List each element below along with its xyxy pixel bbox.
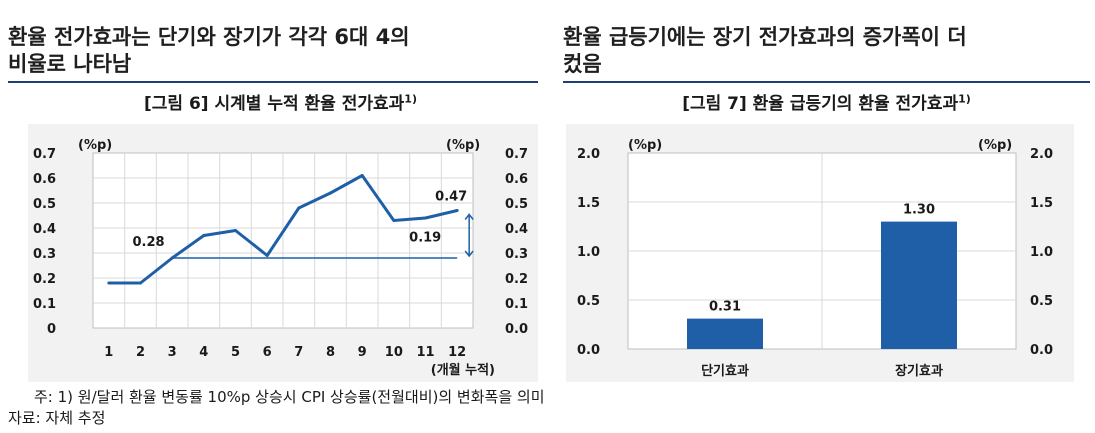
- figure7-left-tick: 2.0: [577, 147, 600, 162]
- figure6-data-point: [170, 256, 174, 260]
- figure6-title: [그림 6] 시계별 누적 환율 전가효과1): [8, 89, 553, 114]
- footnote-source: 자료: 자체 추정: [8, 409, 106, 427]
- figure6-left-unit: (%p): [78, 138, 112, 153]
- figure6-series-line: [108, 174, 458, 285]
- figure6-right-tick: 0.5: [505, 197, 528, 212]
- figure6-data-point: [139, 281, 142, 285]
- figure6-x-tick: 2: [136, 345, 145, 360]
- figure6-title-sup: 1): [404, 92, 417, 106]
- figure7-right-tick: 1.0: [1030, 245, 1053, 260]
- figure6-x-tick: 12: [448, 345, 466, 360]
- figure6-left-tick: 0.4: [33, 222, 56, 237]
- figure6-panel: (%p) (%p) (개월 누적) 0.7 0.6 0.5 0.4 0.3 0.2 0.1 0…: [28, 124, 538, 382]
- figure6-x-tick: 6: [263, 345, 272, 360]
- figure7-title: [그림 7] 환율 급등기의 환율 전가효과1): [563, 89, 1090, 114]
- right-headline: 환율 급등기에는 장기 전가효과의 증가폭이 더 컸음: [563, 24, 967, 78]
- figure7-right-tick: 2.0: [1030, 147, 1053, 162]
- left-divider-rule: [8, 81, 538, 83]
- figure7-right-tick: 0.0: [1030, 343, 1053, 358]
- figure6-data-point: [455, 209, 459, 212]
- figure6-data-point: [424, 216, 427, 220]
- figure6-x-tick: 5: [231, 345, 240, 360]
- figure6-x-unit: (개월 누적): [431, 362, 495, 378]
- figure7-data-label: 1.30: [903, 203, 935, 218]
- figure7-data-label: 0.31: [709, 300, 741, 315]
- figure6-x-tick: 9: [358, 345, 367, 360]
- right-divider-rule: [563, 81, 1090, 83]
- figure7-right-tick: 1.5: [1030, 196, 1053, 211]
- figure6-data-point: [329, 191, 332, 195]
- figure6-x-tick: 3: [168, 345, 177, 360]
- figure6-right-tick: 0.3: [505, 247, 528, 262]
- figure7-category-label: 단기효과: [701, 363, 749, 379]
- figure7-left-tick: 1.5: [577, 196, 600, 211]
- figure7-right-unit: (%p): [978, 138, 1012, 153]
- figure6-data-point: [265, 254, 269, 257]
- figure6-left-tick: 0.5: [33, 197, 56, 212]
- figure6-right-tick: 0.6: [505, 172, 528, 187]
- figure6-left-tick: 0.2: [33, 272, 56, 287]
- figure7-category-label: 장기효과: [895, 363, 943, 379]
- figure6-right-tick: 0.2: [505, 272, 528, 287]
- figure6-right-tick: 0.7: [505, 147, 528, 162]
- figure6-right-tick: 0.1: [505, 297, 528, 312]
- figure6-x-tick: 10: [385, 345, 403, 360]
- left-headline: 환율 전가효과는 단기와 장기가 각각 6대 4의 비율로 나타남: [8, 24, 410, 78]
- figure6-label-019: 0.19: [409, 230, 441, 245]
- figure7-panel: (%p) (%p) 2.0 1.5 1.0 0.5 0.0 2.0 1.5 1.0 0.5 0.…: [566, 124, 1074, 382]
- figure6-left-tick: 0.3: [33, 247, 56, 262]
- figure6-data-point: [107, 281, 111, 285]
- figure6-label-047: 0.47: [435, 190, 467, 205]
- figure6-left-tick: 0.6: [33, 172, 56, 187]
- figure7-bar: [881, 221, 957, 349]
- figure6-right-tick: 0.4: [505, 222, 528, 237]
- figure7-title-text: [그림 7] 환율 급등기의 환율 전가효과: [682, 94, 959, 114]
- figure6-x-tick: 11: [416, 345, 434, 360]
- figure6-right-unit: (%p): [446, 138, 480, 153]
- figure6-left-tick: 0.7: [33, 147, 56, 162]
- right-headline-line1: 환율 급등기에는 장기 전가효과의 증가폭이 더: [563, 25, 967, 49]
- figure7-right-tick: 0.5: [1030, 294, 1053, 309]
- figure7-bar: [687, 318, 763, 349]
- figure6-left-tick: 0.1: [33, 297, 56, 312]
- figure6-chart: (%p) (%p) (개월 누적) 0.7 0.6 0.5 0.4 0.3 0.2 0.1 0…: [33, 138, 528, 378]
- figure6-x-tick: 7: [294, 345, 303, 360]
- figure6-data-point: [297, 206, 301, 210]
- footnote-note: 주: 1) 원/달러 환율 변동률 10%p 상승시 CPI 상승률(전월대비)…: [34, 388, 545, 406]
- figure6-arrow-head-top: [464, 213, 474, 220]
- figure6-data-point: [234, 229, 237, 232]
- figure7-left-unit: (%p): [628, 138, 662, 153]
- figure6-arrow-head-bottom: [464, 250, 474, 258]
- figure7-title-sup: 1): [958, 92, 971, 106]
- figure6-label-028: 0.28: [133, 235, 165, 250]
- right-headline-line2: 컸음: [563, 52, 602, 76]
- figure7-left-tick: 1.0: [577, 245, 600, 260]
- figure6-right-tick: 0.0: [505, 322, 528, 337]
- figure7-chart: (%p) (%p) 2.0 1.5 1.0 0.5 0.0 2.0 1.5 1.0 0.5 0.…: [577, 138, 1053, 379]
- figure6-x-tick: 1: [104, 345, 113, 360]
- figure6-data-point: [202, 234, 206, 237]
- left-headline-line1: 환율 전가효과는 단기와 장기가 각각 6대 4의: [8, 25, 410, 49]
- figure6-title-text: [그림 6] 시계별 누적 환율 전가효과: [144, 94, 405, 114]
- figure7-left-tick: 0.0: [577, 343, 600, 358]
- figure6-x-tick: 8: [326, 345, 335, 360]
- figure6-left-tick: 0: [47, 322, 56, 337]
- figure6-x-tick: 4: [199, 345, 208, 360]
- figure6-data-point: [360, 174, 364, 177]
- left-headline-line2: 비율로 나타남: [8, 52, 132, 76]
- figure7-left-tick: 0.5: [577, 294, 600, 309]
- figure6-data-point: [392, 219, 396, 222]
